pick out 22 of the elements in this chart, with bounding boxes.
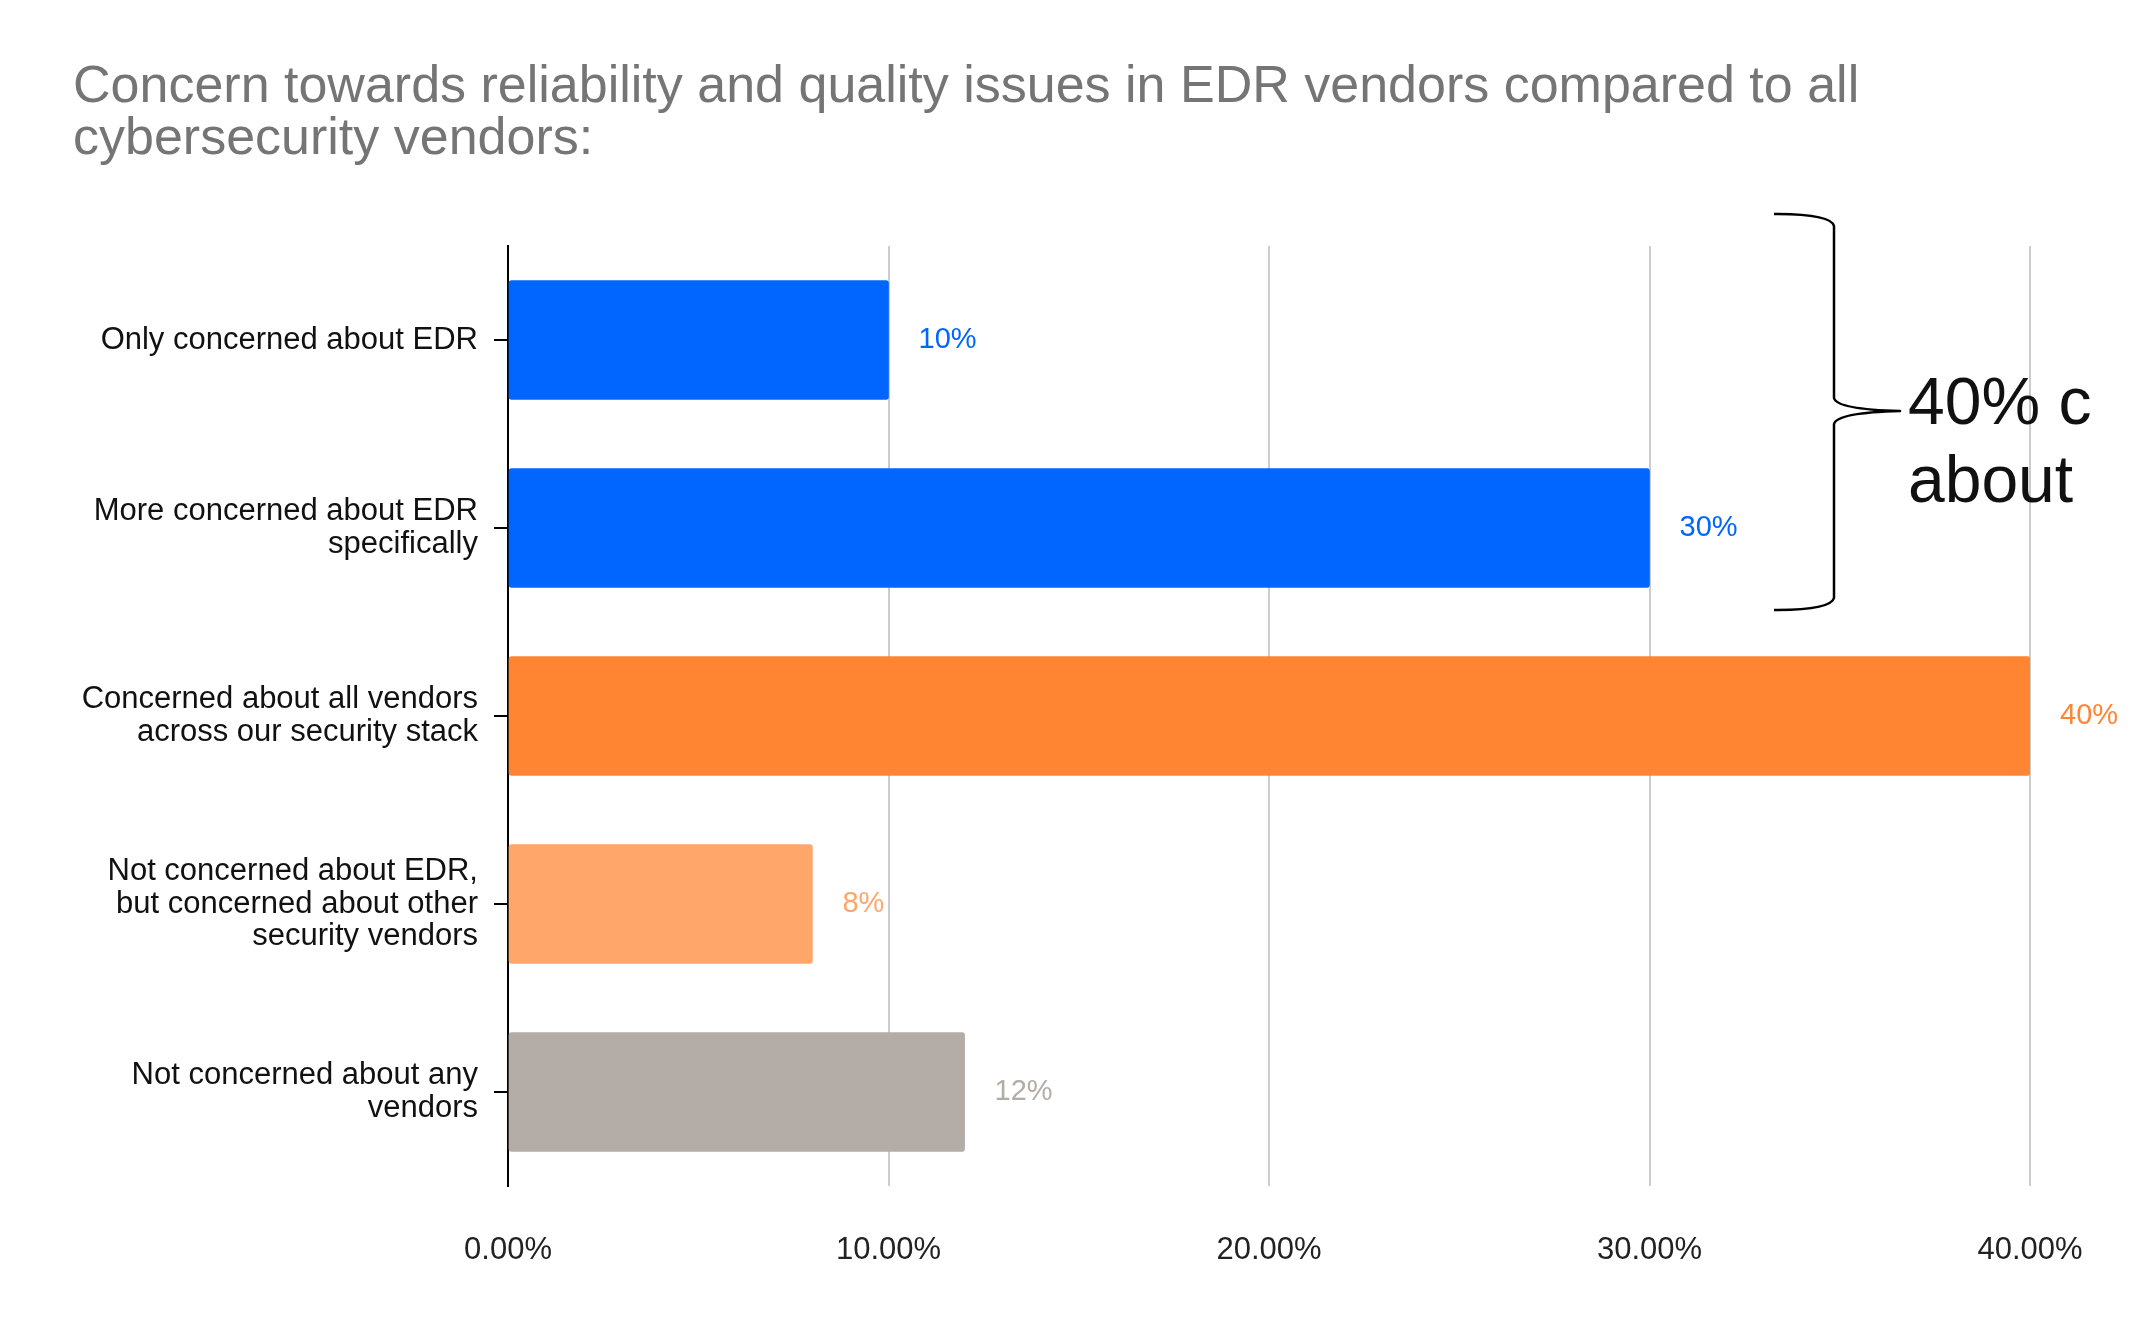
annotation: 40% c about (1908, 363, 2092, 518)
data-label: 10% (918, 322, 977, 354)
bar (508, 280, 889, 400)
data-label: 30% (1679, 510, 1738, 542)
bar (508, 656, 2030, 776)
bar (508, 844, 813, 964)
bar (508, 1032, 965, 1152)
y-tick-label: More concerned about EDR specifically (93, 492, 479, 560)
y-tick-label: Not concerned about any vendors (131, 1056, 479, 1124)
x-tick-label: 0.00% (464, 1231, 552, 1267)
y-tick-label: Only concerned about EDR (100, 320, 478, 356)
data-label: 8% (842, 886, 885, 918)
y-tick-label: Concerned about all vendors across our security stack (81, 680, 479, 748)
data-label: 40% (2060, 698, 2119, 730)
data-label: 12% (994, 1074, 1053, 1106)
chart-title: Concern towards reliability and quality issues in EDR vendors compared to all cybersecurity vendors: (73, 55, 1861, 165)
x-tick-label: 30.00% (1596, 1231, 1703, 1267)
x-tick-label: 10.00% (835, 1231, 942, 1267)
x-tick-label: 20.00% (1216, 1231, 1322, 1267)
bar (508, 468, 1650, 588)
y-tick-label: Not concerned about EDR, but concerned about other security vendors (107, 852, 478, 953)
x-tick-label: 40.00% (1977, 1231, 2083, 1267)
